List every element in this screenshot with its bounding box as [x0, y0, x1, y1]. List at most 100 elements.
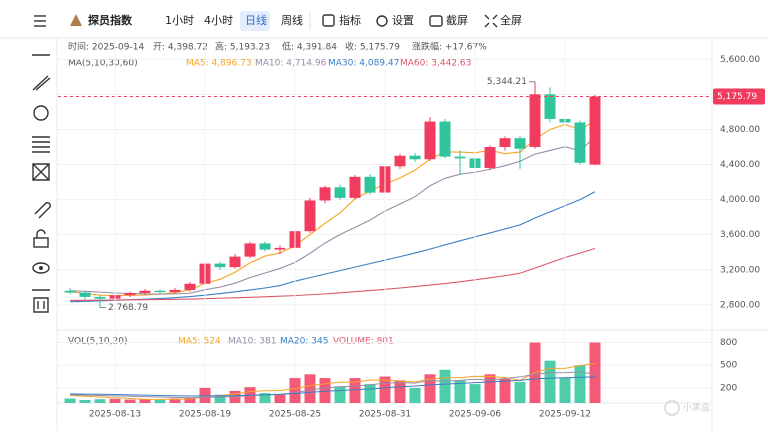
candle-body	[454, 156, 466, 159]
info-item: 低: 4,391.84	[282, 41, 337, 53]
settings-icon[interactable]	[376, 15, 388, 27]
candle-body	[514, 138, 526, 149]
y-tick-label: 3,200.00	[720, 265, 760, 275]
volume-ma-line	[69, 371, 596, 399]
candle-body	[274, 247, 286, 250]
volume-bar	[439, 369, 451, 403]
x-tick-label: 2025-08-13	[89, 410, 141, 420]
candle-body	[499, 138, 511, 147]
ma-legend-title: MA(5,10,30,60)	[68, 59, 138, 69]
x-tick-label: 2025-08-31	[359, 410, 411, 420]
volume-bar	[259, 393, 271, 403]
period-tab-active[interactable]: 日线	[245, 13, 267, 27]
watermark-text: 小黑盒	[683, 402, 710, 414]
candle-body	[394, 155, 406, 167]
volume-bar	[274, 393, 286, 403]
candle-body	[574, 122, 586, 163]
volume-bar	[574, 365, 586, 403]
y-tick-label: 4,800.00	[720, 125, 760, 135]
candle-body	[79, 292, 91, 297]
menu-button[interactable]	[34, 15, 46, 27]
volume-bar	[289, 378, 301, 403]
tool-button[interactable]: 截屏	[446, 13, 468, 27]
volume-bar	[484, 374, 496, 403]
candle-body	[259, 243, 271, 250]
candle-body	[94, 296, 106, 299]
volume-bar	[424, 374, 436, 403]
volume-legend: VOLUME: 801	[333, 337, 394, 347]
indicator-icon[interactable]	[322, 14, 335, 27]
volume-bar	[559, 378, 571, 403]
vol-ma-legend: MA5: 524	[178, 337, 221, 347]
y-tick-label: 200	[720, 383, 737, 393]
volume-bar	[64, 398, 76, 403]
volume-bar	[469, 384, 481, 403]
active-period-bg	[240, 11, 270, 31]
info-row: 时间: 2025-09-14 开: 4,398.72 高: 5,193.23 低: 4…	[68, 41, 487, 53]
candle-body	[424, 121, 436, 160]
info-item: 高: 5,193.23	[215, 41, 270, 53]
period-tab[interactable]: 周线	[281, 13, 303, 27]
screenshot-icon[interactable]	[429, 15, 443, 27]
candle-body	[439, 121, 451, 157]
last-price-label: 5,175.79	[717, 92, 757, 102]
volume-bar	[79, 399, 91, 403]
candle-body	[229, 256, 241, 268]
volume-bar	[379, 376, 391, 403]
tool-button[interactable]: 设置	[392, 14, 414, 27]
volume-bar	[169, 398, 181, 403]
candle-body	[139, 290, 151, 293]
vol-ma-legend: MA10: 381	[228, 337, 276, 347]
volume-bar	[499, 378, 511, 403]
y-tick-label: 4,400.00	[720, 160, 760, 170]
candle-body	[319, 187, 331, 201]
candle-body	[169, 289, 181, 293]
candle-body	[409, 155, 421, 160]
candle-body	[349, 176, 361, 198]
watermark: 小黑盒	[664, 400, 710, 416]
sidebar-tools[interactable]	[32, 54, 51, 313]
logo	[70, 14, 82, 26]
vol-legend-title: VOL(5,10,20)	[68, 337, 127, 347]
volume-bar	[214, 394, 226, 403]
candle-body	[529, 94, 541, 147]
volume-bar	[364, 384, 376, 403]
candle-body	[64, 290, 76, 293]
x-tick-label: 2025-09-12	[539, 410, 591, 420]
candle-body	[124, 292, 136, 296]
volume-bar	[304, 374, 316, 403]
candle-body	[364, 176, 376, 193]
y-tick-label: 2,800.00	[720, 300, 760, 310]
x-tick-label: 2025-08-19	[179, 410, 232, 420]
candle-body	[244, 243, 256, 257]
volume-bar	[349, 378, 361, 403]
volume-bar	[154, 399, 166, 403]
y-tick-label: 800	[720, 338, 737, 348]
info-item: 开: 4,398.72	[153, 42, 208, 53]
candle-body	[589, 96, 601, 165]
ma-legend: MA5: 4,896.73	[186, 59, 252, 69]
candle-body	[184, 283, 196, 290]
candle-body	[214, 263, 226, 268]
tool-button[interactable]: 全屏	[500, 13, 522, 27]
candle-body	[544, 94, 556, 119]
volume-bar	[454, 380, 466, 403]
period-tab[interactable]: 4小时	[204, 14, 233, 27]
ma-line	[69, 191, 596, 303]
last-price-box	[713, 88, 765, 105]
ma-line	[69, 136, 596, 295]
x-tick-label: 2025-09-06	[449, 410, 502, 420]
tool-button[interactable]: 指标	[339, 13, 361, 27]
ma-legend: MA10: 4,714.96	[255, 59, 327, 69]
volume-ma-line	[69, 376, 596, 397]
volume-bar	[409, 387, 421, 403]
x-tick-label: 2025-08-25	[269, 410, 321, 420]
volume-bar	[94, 399, 106, 403]
period-tab[interactable]: 1小时	[165, 14, 194, 27]
y-tick-label: 500	[720, 361, 737, 371]
candle-body	[154, 290, 166, 293]
fullscreen-icon[interactable]	[484, 14, 498, 28]
volume-bar	[394, 380, 406, 403]
volume-bar	[334, 386, 346, 403]
